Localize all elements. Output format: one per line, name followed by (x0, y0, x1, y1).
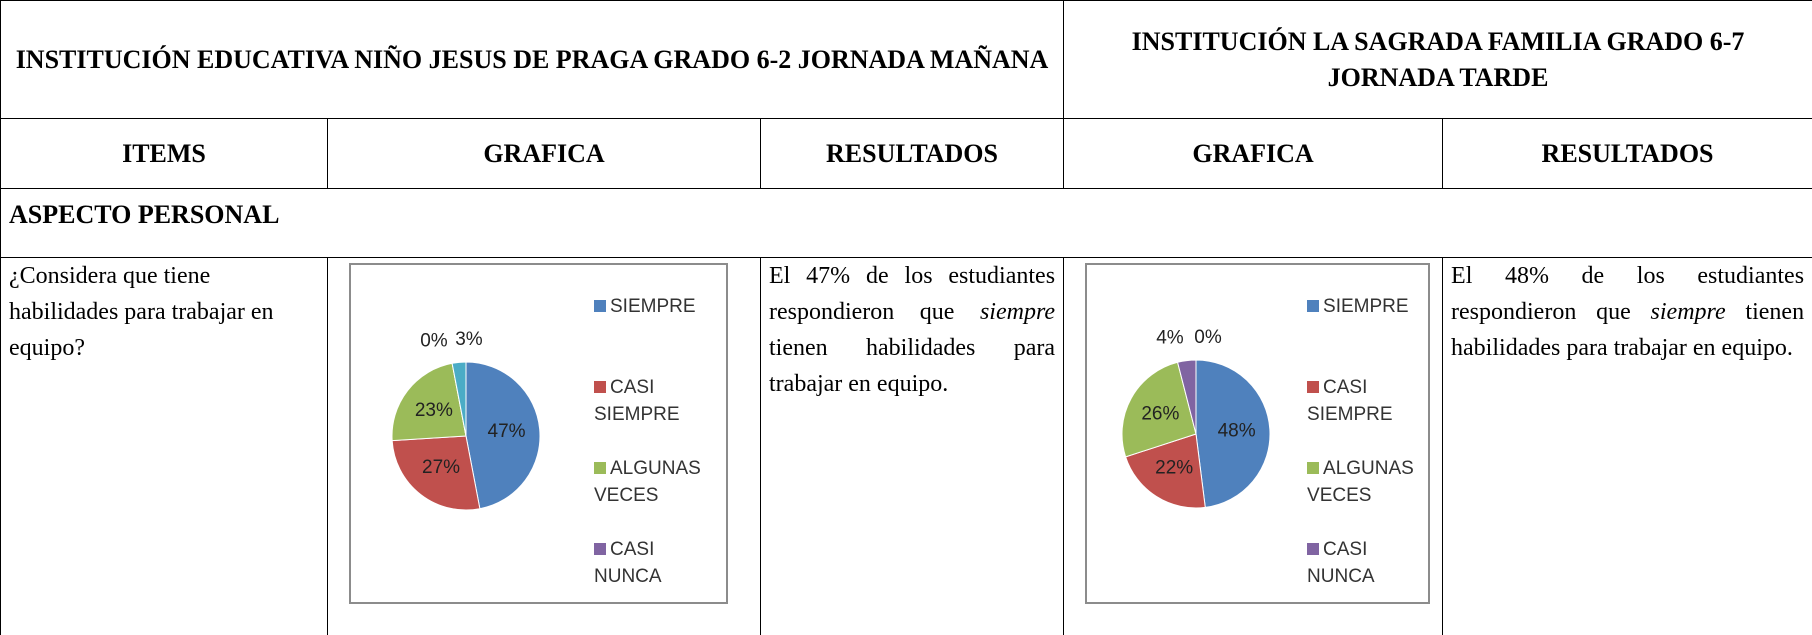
legend-entry: CASI SIEMPRE (594, 374, 702, 428)
pie-slice (1121, 361, 1197, 458)
legend-entry: ALGUNAS VECES (594, 455, 702, 509)
emphasis: siempre (1650, 299, 1726, 325)
legend-label: CASI SIEMPRE (594, 377, 680, 425)
header-right: INSTITUCIÓN LA SAGRADA FAMILIA GRADO 6-7… (1063, 0, 1812, 119)
pie-slice (451, 361, 467, 437)
column-header: RESULTADOS (1442, 118, 1812, 189)
legend-label: CASI NUNCA (594, 539, 662, 587)
legend-swatch (1307, 543, 1320, 555)
pie-slice (391, 362, 467, 442)
legend-entry: CASI SIEMPRE (1307, 374, 1415, 428)
data-label: 22% (1155, 457, 1193, 478)
data-label: 27% (422, 457, 460, 478)
pie-slice (1195, 359, 1271, 508)
legend-swatch (1307, 381, 1320, 393)
chart-cell: 47% 27% 23% 0% 3% SIEMPRE CASI SIEMPRE ALGUNAS … (327, 257, 761, 635)
data-label: 48% (1218, 420, 1256, 441)
legend-label: ALGUNAS VECES (1307, 458, 1414, 506)
column-header: ITEMS (0, 118, 328, 189)
chart-cell: 48% 22% 26% 4% 0% SIEMPRE CASI SIEMPRE ALGUNAS … (1063, 257, 1444, 635)
header-left: INSTITUCIÓN EDUCATIVA NIÑO JESUS DE PRAG… (0, 0, 1065, 119)
pie-slice (391, 435, 481, 511)
data-label: 4% (1156, 328, 1184, 349)
column-header: GRAFICA (327, 118, 761, 189)
legend-label: SIEMPRE (1323, 296, 1409, 317)
text: tienen habilidades para trabajar en equi… (1451, 299, 1805, 361)
chart: 47% 27% 23% 0% 3% SIEMPRE CASI SIEMPRE ALGUNAS … (349, 263, 728, 604)
legend-swatch (1307, 462, 1320, 474)
pie: 48% 22% 26% 4% 0% (1121, 327, 1271, 509)
emphasis: siempre (979, 299, 1056, 325)
data-label: 23% (415, 400, 453, 421)
legend-swatch (1307, 300, 1320, 312)
legend-swatch (594, 381, 606, 393)
data-label: 47% (488, 421, 526, 442)
column-header: RESULTADOS (759, 118, 1065, 189)
item-question: ¿Considera que tiene habilidades para tr… (0, 257, 328, 635)
data-label: 0% (420, 331, 448, 352)
column-header: GRAFICA (1063, 118, 1444, 189)
text: tienen habilidades para trabajar en equi… (769, 335, 1056, 397)
legend-entry: SIEMPRE (594, 293, 702, 320)
text: El 47% de los estudiantes respondieron q… (769, 263, 1056, 325)
legend-swatch (594, 300, 606, 312)
legend-label: CASI NUNCA (1307, 539, 1375, 587)
pie-slice (1125, 433, 1206, 509)
legend-swatch (594, 462, 606, 474)
chart: 48% 22% 26% 4% 0% SIEMPRE CASI SIEMPRE ALGUNAS … (1085, 263, 1431, 604)
legend-label: ALGUNAS VECES (594, 458, 701, 506)
data-label: 0% (1194, 327, 1222, 348)
text: El 48% de los estudiantes respondieron q… (1451, 263, 1805, 325)
results: El 48% de los estudiantes respondieron q… (1442, 257, 1812, 635)
legend-swatch (594, 543, 606, 555)
legend-entry: SIEMPRE (1307, 293, 1415, 320)
data-label: 26% (1141, 403, 1179, 424)
results: El 47% de los estudiantes respondieron q… (759, 257, 1065, 635)
legend-entry: ALGUNAS VECES (1307, 455, 1415, 509)
data-label: 3% (455, 329, 483, 350)
section-title: ASPECTO PERSONAL (0, 188, 1812, 258)
legend-entry: CASI NUNCA (594, 536, 702, 590)
pie-slice (465, 361, 541, 510)
legend-label: SIEMPRE (610, 296, 696, 317)
legend-entry: CASI NUNCA (1307, 536, 1415, 590)
pie: 47% 27% 23% 0% 3% (391, 329, 541, 511)
legend-label: CASI SIEMPRE (1307, 377, 1393, 425)
